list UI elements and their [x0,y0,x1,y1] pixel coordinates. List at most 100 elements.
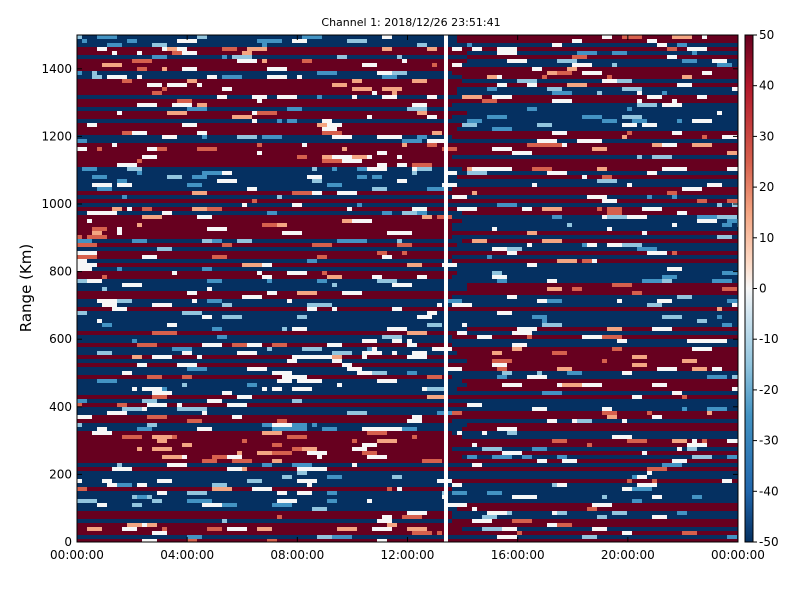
heatmap-cell [182,43,187,47]
heatmap-cell [147,47,162,51]
heatmap-cell [87,83,97,87]
heatmap-cell [397,131,412,135]
heatmap-cell [307,283,327,287]
heatmap-cell [717,115,737,119]
heatmap-cell [297,167,302,171]
heatmap-cell [372,243,382,247]
heatmap-cell [217,363,237,367]
heatmap-cell [692,175,697,179]
heatmap-cell [282,403,287,407]
heatmap-cell [602,391,622,395]
heatmap-cell [547,107,557,111]
heatmap-cell [642,123,657,127]
heatmap-cell [372,275,382,279]
heatmap-cell [532,315,547,319]
heatmap-cell [167,291,172,295]
heatmap-cell [242,195,257,199]
heatmap-cell [582,87,602,91]
heatmap-cell [77,263,97,267]
heatmap-cell [132,115,147,119]
heatmap-cell [432,347,452,351]
heatmap-cell [712,383,717,387]
heatmap-cell [642,395,652,399]
heatmap-cell [262,151,282,155]
heatmap-cell [377,347,392,351]
heatmap-cell [372,131,382,135]
heatmap-cell [607,315,627,319]
heatmap-cell [487,343,502,347]
heatmap-cell [372,219,382,223]
heatmap-cell [392,187,397,191]
heatmap-cell [287,119,297,123]
heatmap-cell [667,359,682,363]
heatmap-cell [702,223,722,227]
heatmap-cell [402,347,412,351]
heatmap-cell [717,351,732,355]
heatmap-cell [567,295,587,299]
heatmap-cell [617,259,627,263]
heatmap-cell [112,323,122,327]
heatmap-cell [192,191,207,195]
heatmap-cell [242,167,252,171]
heatmap-cell [172,187,187,191]
heatmap-cell [652,295,672,299]
heatmap-cell [472,363,492,367]
heatmap-cell [427,127,437,131]
heatmap-cell [467,295,477,299]
heatmap-cell [707,71,712,75]
heatmap-cell [102,323,112,327]
heatmap-cell [412,351,427,355]
heatmap-cell [197,51,212,55]
heatmap-cell [607,239,617,243]
heatmap-cell [267,335,287,339]
heatmap-cell [707,183,722,187]
heatmap-cell [587,227,592,231]
heatmap-cell [552,275,567,279]
heatmap-cell [467,119,482,123]
heatmap-cell [202,351,212,355]
heatmap-cell [582,139,602,143]
heatmap-cell [682,391,687,395]
heatmap-cell [727,391,737,395]
heatmap-cell [282,171,292,175]
heatmap-cell [697,99,702,103]
heatmap-cell [392,43,402,47]
heatmap-cell [432,223,452,227]
heatmap-cell [277,319,292,323]
heatmap-cell [257,159,272,163]
heatmap-cell [532,355,552,359]
heatmap-cell [557,283,567,287]
heatmap-cell [182,183,187,187]
heatmap-cell [667,199,672,203]
heatmap-cell [122,371,132,375]
heatmap-cell [717,251,722,255]
heatmap-cell [657,239,677,243]
heatmap-cell [492,59,507,63]
heatmap-cell [282,151,297,155]
heatmap-cell [677,195,682,199]
heatmap-cell [392,395,407,399]
heatmap-cell [647,323,662,327]
heatmap-cell [227,263,232,267]
heatmap-cell [587,119,602,123]
heatmap-cell [467,323,472,327]
heatmap-cell [482,251,487,255]
heatmap-cell [532,387,552,391]
heatmap-cell [532,47,537,51]
heatmap-cell [392,243,397,247]
heatmap-cell [112,207,122,211]
heatmap-cell [627,303,642,307]
heatmap-cell [247,215,267,219]
heatmap-cell [262,403,267,407]
heatmap-cell [437,303,442,307]
heatmap-cell [262,347,267,351]
heatmap-cell [372,347,377,351]
heatmap-cell [322,391,337,395]
heatmap-cell [637,151,657,155]
heatmap-cell [692,303,702,307]
heatmap-cell [232,123,252,127]
heatmap-cell [197,331,207,335]
heatmap-cell [102,75,107,79]
heatmap-cell [672,155,692,159]
heatmap-cell [337,395,347,399]
